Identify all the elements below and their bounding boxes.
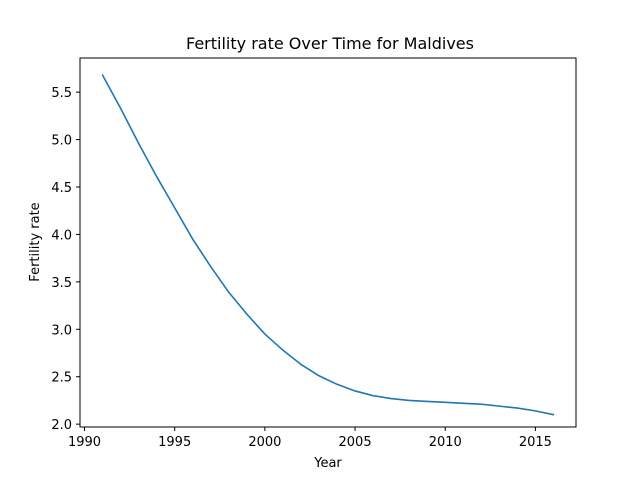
- y-tick-label: 3.0: [51, 323, 72, 338]
- y-tick-label: 4.0: [51, 228, 72, 243]
- series-line: [101, 74, 555, 416]
- x-tick-label: 2010: [429, 435, 462, 450]
- y-tick-label: 2.5: [51, 371, 72, 386]
- x-tick-label: 1990: [68, 435, 101, 450]
- x-tick-label: 2005: [339, 435, 372, 450]
- y-tick-label: 2.0: [51, 418, 72, 433]
- x-tick-label: 1995: [158, 435, 191, 450]
- plot-area: [79, 57, 577, 428]
- y-tick-label: 5.0: [51, 134, 72, 149]
- y-tick-label: 5.5: [51, 86, 72, 101]
- y-tick-label: 3.5: [51, 276, 72, 291]
- x-tick-label: 2015: [519, 435, 552, 450]
- y-tick-label: 4.5: [51, 181, 72, 196]
- x-axis-label: Year: [313, 456, 342, 471]
- y-axis-label: Fertility rate: [28, 202, 43, 281]
- chart-title: Fertility rate Over Time for Maldives: [186, 34, 474, 53]
- x-tick-label: 2000: [248, 435, 281, 450]
